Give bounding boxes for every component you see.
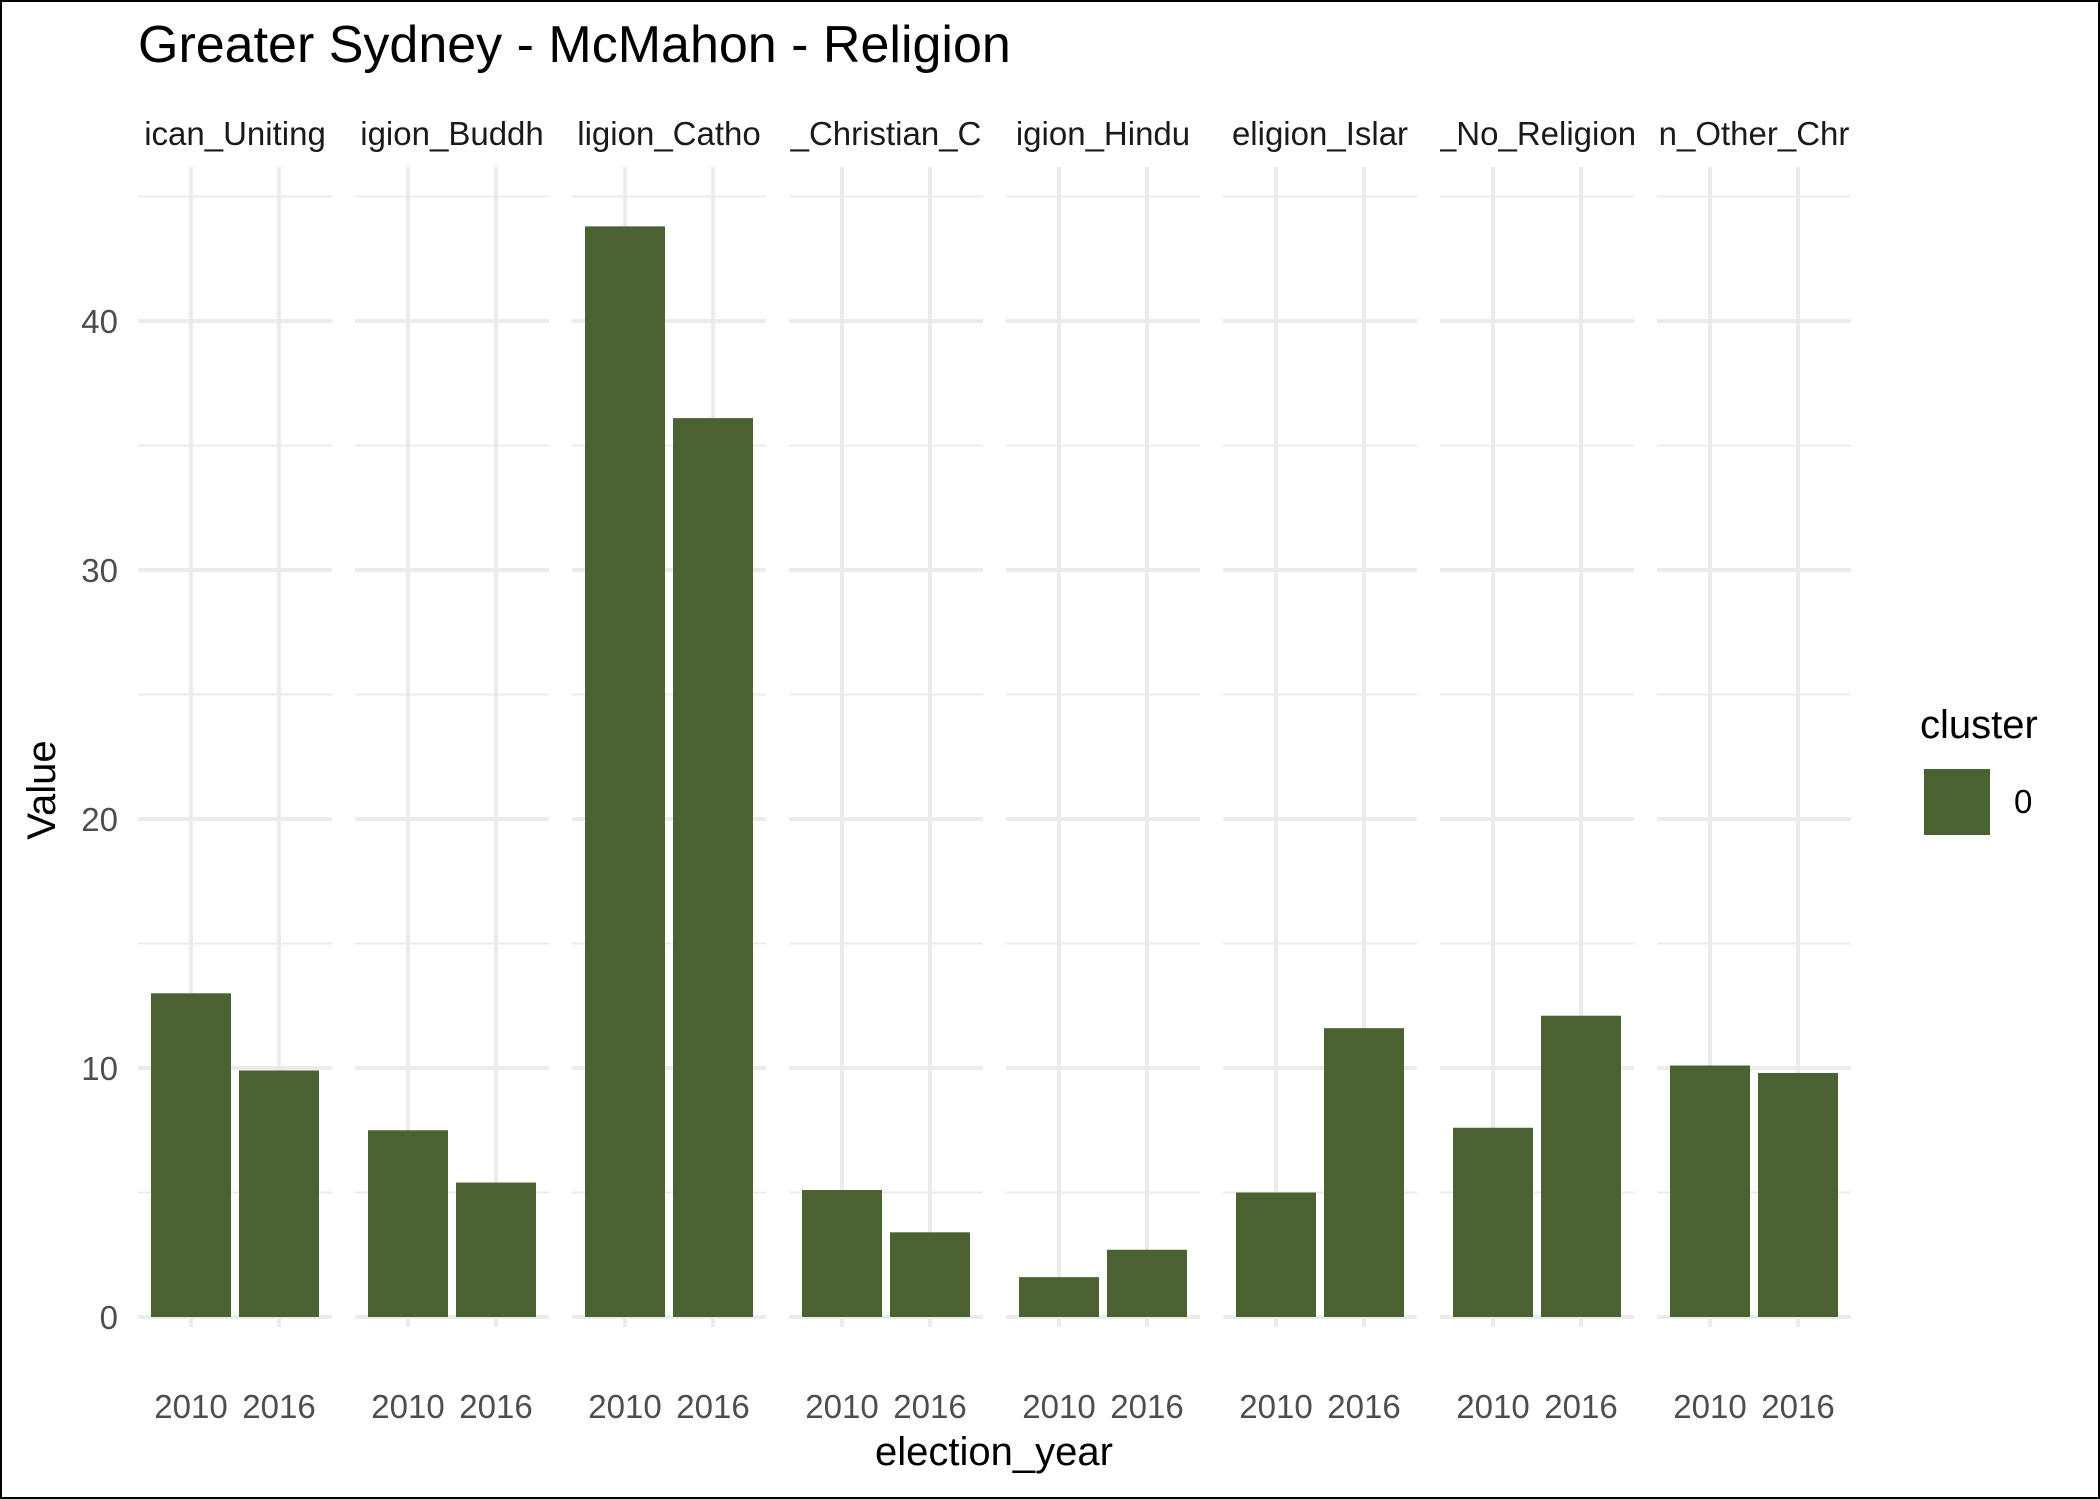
y-tick-label: 40	[81, 303, 118, 340]
x-axis-title: election_year	[875, 1430, 1113, 1474]
facet-strip-label: _Christian_C	[790, 115, 982, 152]
x-tick-label: 2010	[1456, 1388, 1529, 1425]
y-axis-title: Value	[20, 740, 64, 839]
legend-label: 0	[2014, 783, 2032, 820]
y-tick-label: 10	[81, 1050, 118, 1087]
facet-strip-label: eligion_Islar	[1232, 115, 1408, 152]
facet-panel: igion_Hindu 2010 2016	[1006, 115, 1200, 1425]
bar-2016	[239, 1070, 319, 1317]
bar-2010	[1453, 1127, 1533, 1317]
x-tick-label: 2010	[1022, 1388, 1095, 1425]
facet-strip-label: n_Other_Chr	[1659, 115, 1850, 152]
facet-strip-label: ligion_Catho	[577, 115, 760, 152]
bar-2010	[1236, 1192, 1316, 1317]
x-tick-label: 2010	[371, 1388, 444, 1425]
y-tick-label: 0	[100, 1299, 118, 1336]
x-tick-label: 2010	[805, 1388, 878, 1425]
bar-2016	[1758, 1072, 1838, 1317]
facet-panel: _No_Religion 2010 2016	[1437, 115, 1636, 1425]
facet-strip-label: ican_Uniting	[144, 115, 326, 152]
x-tick-label: 2016	[1327, 1388, 1400, 1425]
x-tick-label: 2016	[459, 1388, 532, 1425]
legend-title: cluster	[1920, 703, 2038, 747]
facet-panel: igion_Buddh 2010 2016	[355, 115, 549, 1425]
x-tick-label: 2016	[1544, 1388, 1617, 1425]
facet-panel: n_Other_Chr 2010 2016	[1657, 115, 1851, 1425]
bar-2010	[585, 226, 665, 1317]
legend: cluster 0	[1920, 703, 2038, 835]
bar-2010	[1019, 1277, 1099, 1317]
x-tick-label: 2010	[1239, 1388, 1312, 1425]
x-tick-label: 2010	[1673, 1388, 1746, 1425]
legend-key	[1924, 769, 1990, 835]
bar-2010	[368, 1130, 448, 1317]
x-tick-label: 2010	[588, 1388, 661, 1425]
facet-panel: ican_Uniting 2010 2016	[138, 115, 332, 1425]
bar-2016	[1324, 1028, 1404, 1317]
bar-2010	[802, 1190, 882, 1317]
bar-2016	[1541, 1015, 1621, 1317]
x-tick-label: 2016	[242, 1388, 315, 1425]
facet-strip-label: _No_Religion	[1437, 115, 1636, 152]
x-tick-label: 2016	[676, 1388, 749, 1425]
y-axis-ticks: 0 10 20 30 40	[81, 303, 118, 1336]
x-tick-label: 2010	[154, 1388, 227, 1425]
bar-2016	[1107, 1249, 1187, 1317]
y-tick-label: 20	[81, 801, 118, 838]
facet-strip-label: igion_Hindu	[1016, 115, 1190, 152]
bar-2016	[673, 418, 753, 1317]
facet-panel: _Christian_C 2010 2016	[789, 115, 983, 1425]
chart-title: Greater Sydney - McMahon - Religion	[138, 16, 1011, 74]
x-tick-label: 2016	[1761, 1388, 1834, 1425]
x-tick-label: 2016	[1110, 1388, 1183, 1425]
facet-panel: eligion_Islar 2010 2016	[1223, 115, 1417, 1425]
facet-strip-label: igion_Buddh	[360, 115, 544, 152]
y-tick-label: 30	[81, 552, 118, 589]
bar-2010	[151, 993, 231, 1317]
bar-2016	[890, 1232, 970, 1317]
bar-2010	[1670, 1065, 1750, 1317]
x-tick-label: 2016	[893, 1388, 966, 1425]
bar-2016	[456, 1182, 536, 1317]
facet-panel: ligion_Catho 2010 2016	[572, 115, 766, 1425]
